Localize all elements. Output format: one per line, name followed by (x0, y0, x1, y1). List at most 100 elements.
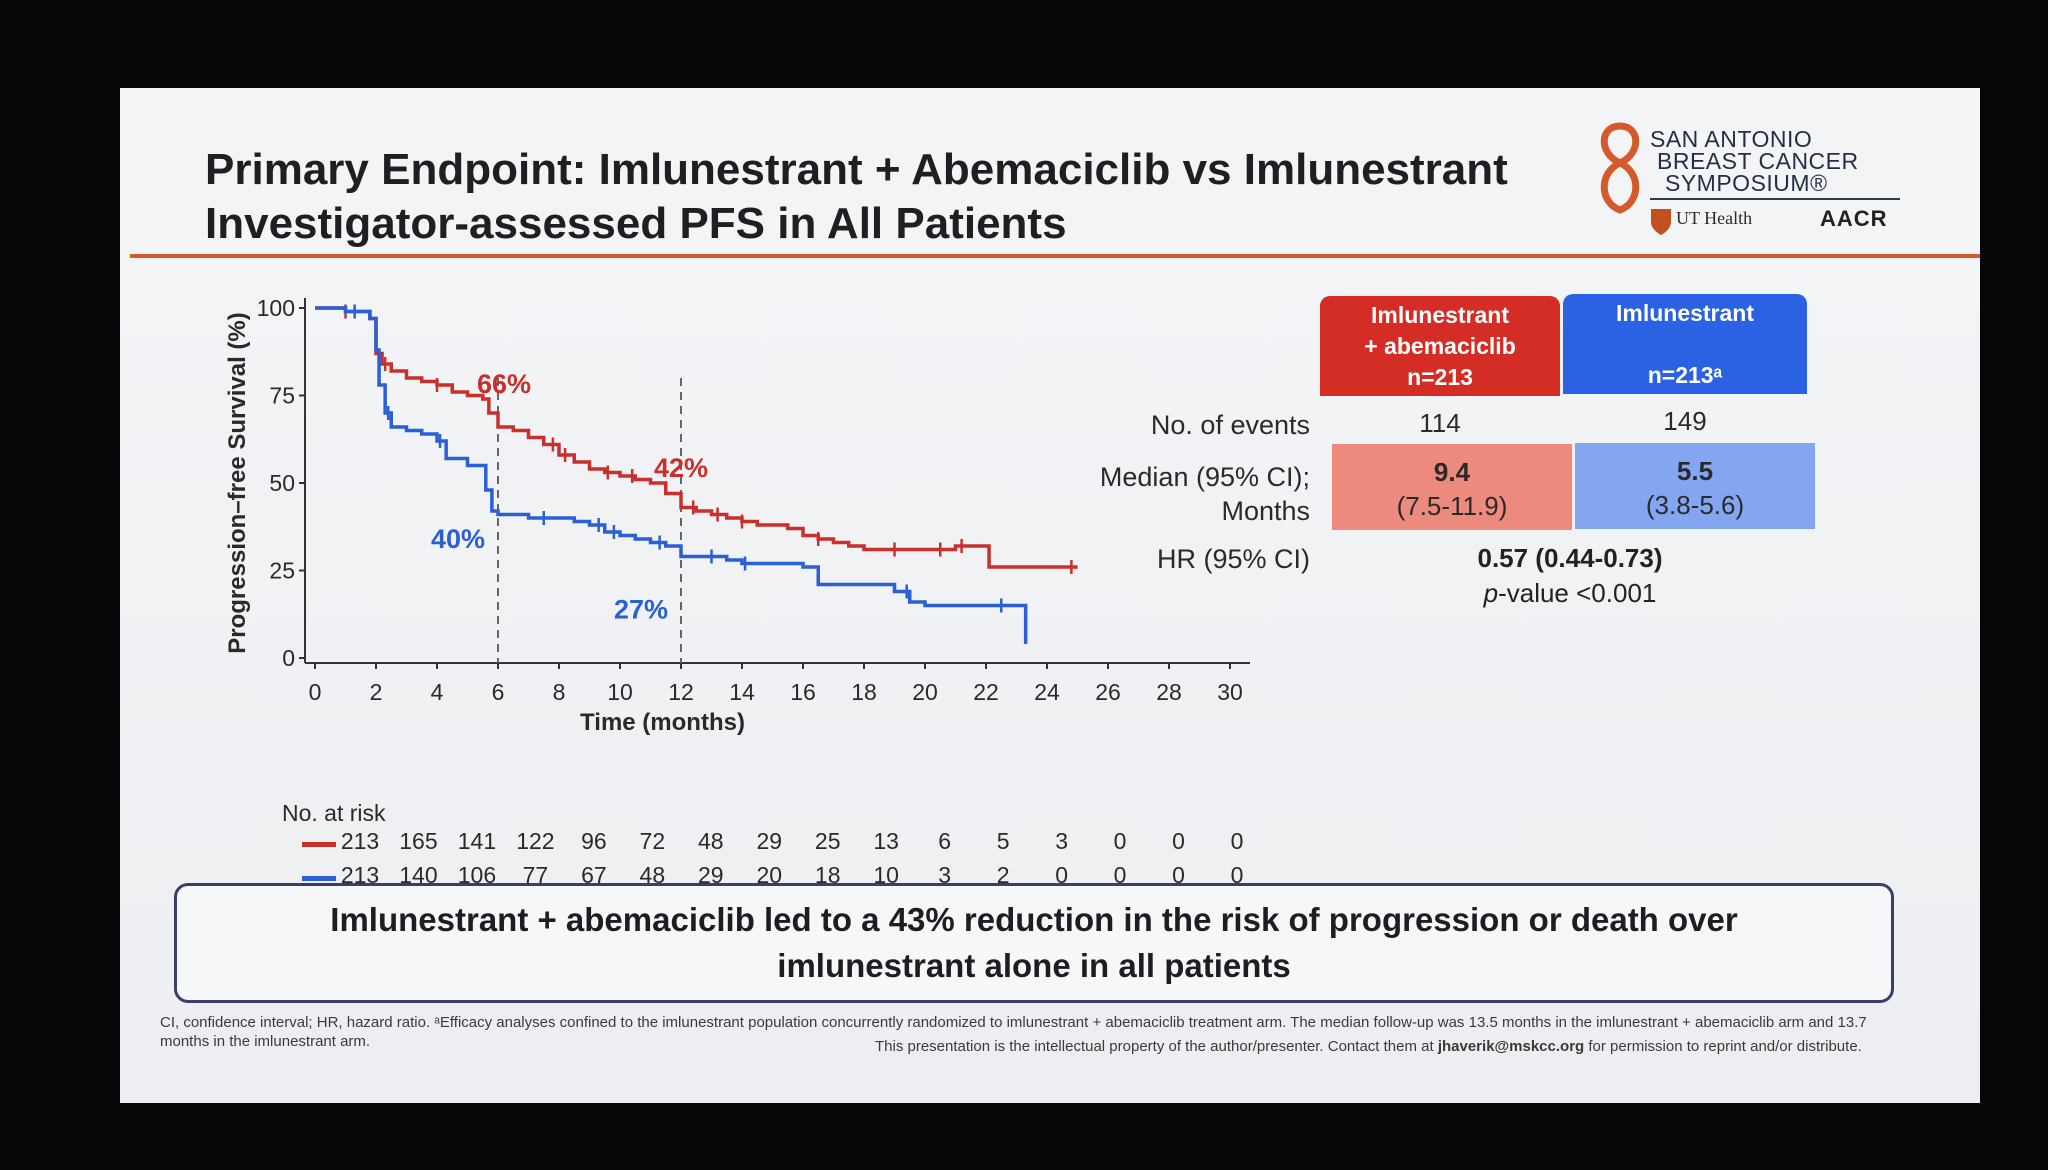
x-tick-label: 8 (553, 679, 566, 705)
risk-cell-mono: 3 (938, 862, 952, 888)
risk-legend-blue-swatch (302, 876, 336, 881)
combo-arm-header: Imlunestrant + abemaciclib n=213 (1320, 296, 1560, 396)
median-combo-cell (1332, 444, 1572, 530)
x-tick-label: 4 (431, 679, 444, 705)
x-tick-label: 30 (1217, 679, 1243, 705)
combo-header-line-2: + abemaciclib (1364, 333, 1516, 359)
logo-text-line-3: SYMPOSIUM® (1665, 170, 1828, 196)
risk-cell-combo: 0 (1113, 828, 1127, 854)
risk-cell-combo: 3 (1055, 828, 1068, 854)
risk-cell-mono: 0 (1055, 862, 1068, 888)
median-mono-value: 5.5 (1676, 456, 1714, 486)
mono-header-line-3: n=213ᵃ (1647, 362, 1723, 388)
aacr-logo: AACR (1820, 206, 1888, 231)
x-tick-label: 12 (668, 679, 694, 705)
p-italic: p (1483, 578, 1499, 608)
risk-cell-combo: 122 (516, 828, 555, 854)
x-tick-label: 18 (851, 679, 877, 705)
logo-divider (1650, 198, 1900, 200)
y-tick-label: 75 (269, 383, 295, 409)
ip-notice-prefix: This presentation is the intellectual pr… (875, 1038, 1438, 1055)
contact-email: jhaverik@mskcc.org (1437, 1038, 1585, 1055)
y-tick-label: 50 (269, 470, 295, 496)
risk-cell-combo: 5 (996, 828, 1010, 854)
title-divider (130, 254, 1980, 258)
hr-value: 0.57 (0.44-0.73) (1477, 543, 1663, 573)
x-tick-label: 16 (790, 679, 816, 705)
risk-cell-mono: 0 (1113, 862, 1127, 888)
risk-cell-mono: 0 (1172, 862, 1185, 888)
x-tick-label: 2 (370, 679, 383, 705)
risk-cell-combo: 29 (756, 828, 783, 854)
risk-cell-combo: 141 (457, 828, 497, 854)
hr-label: HR (95% CI) (1156, 544, 1310, 574)
risk-cell-mono: 0 (1230, 862, 1244, 888)
sabcs-logo: SAN ANTONIO BREAST CANCER SYMPOSIUM® UT … (1590, 118, 1970, 248)
logo-text-line-1: SAN ANTONIO (1650, 126, 1813, 152)
conclusion-box: Imlunestrant + abemaciclib led to a 43% … (174, 883, 1894, 1003)
x-tick-label: 24 (1034, 679, 1060, 705)
logo-text-line-2: BREAST CANCER (1657, 148, 1859, 174)
risk-cell-combo: 96 (581, 828, 607, 854)
mono-header-line-1: Imlunestrant (1615, 300, 1755, 326)
median-label-line-2: Months (1221, 496, 1310, 526)
median-label-line-1: Median (95% CI); (1099, 462, 1310, 492)
title-line-1: Primary Endpoint: Imlunestrant + Abemaci… (205, 145, 1508, 194)
x-axis-title: Time (months) (580, 709, 745, 736)
x-tick-label: 0 (309, 679, 322, 705)
percent-annotation: 42% (654, 453, 708, 483)
footnote: CI, confidence interval; HR, hazard rati… (160, 1014, 1867, 1050)
risk-cell-combo: 25 (814, 828, 841, 854)
x-tick-label: 10 (607, 679, 633, 705)
mono-survival-curve (315, 306, 1028, 644)
events-label: No. of events (1150, 410, 1310, 440)
x-tick-label: 6 (492, 679, 505, 705)
y-tick-label: 25 (269, 558, 295, 584)
title-line-2: Investigator-assessed PFS in All Patient… (205, 199, 1067, 248)
combo-header-line-3: n=213 (1407, 364, 1473, 390)
risk-cell-combo: 48 (698, 828, 724, 854)
x-tick-label: 20 (912, 679, 938, 705)
ribbon-logo-icon (1600, 122, 1640, 214)
combo-header-line-1: Imlunestrant (1370, 302, 1510, 328)
mono-arm-header: Imlunestrant n=213ᵃ (1563, 294, 1807, 394)
risk-table-title: No. at risk (282, 800, 386, 826)
conclusion-text: Imlunestrant + abemaciclib led to a 43% … (330, 901, 1738, 984)
risk-cell-combo: 0 (1230, 828, 1244, 854)
x-tick-label: 22 (973, 679, 999, 705)
y-tick-label: 0 (282, 645, 295, 671)
risk-cell-mono: 2 (996, 862, 1010, 888)
percent-annotation: 27% (614, 595, 668, 625)
risk-legend-red-swatch (302, 842, 336, 847)
ip-notice-suffix: for permission to reprint and/or distrib… (1584, 1038, 1862, 1055)
risk-cell-combo: 6 (938, 828, 952, 854)
x-tick-label: 14 (729, 679, 755, 705)
percent-annotation: 66% (477, 369, 531, 399)
slide: Primary Endpoint: Imlunestrant + Abemaci… (120, 88, 1980, 1103)
slide-title: Primary Endpoint: Imlunestrant + Abemaci… (205, 143, 1685, 251)
risk-cell-combo: 165 (399, 828, 438, 854)
risk-cell-combo: 72 (639, 828, 666, 854)
x-tick-label: 28 (1156, 679, 1182, 705)
ut-shield-icon (1651, 209, 1671, 235)
median-mono-ci: (3.8-5.6) (1645, 490, 1745, 520)
risk-cell-combo: 213 (340, 828, 380, 854)
combo-survival-curve (315, 306, 1078, 569)
ut-health-logo: UT Health (1676, 208, 1753, 228)
x-tick-label: 26 (1095, 679, 1121, 705)
median-mono-cell (1575, 443, 1815, 529)
median-combo-ci: (7.5-11.9) (1396, 491, 1508, 521)
events-combo: 114 (1419, 408, 1461, 438)
median-combo-value: 9.4 (1433, 457, 1471, 487)
y-axis-title: Progression–free Survival (%) (224, 312, 251, 653)
ip-notice: This presentation is the intellectual pr… (875, 1038, 1980, 1055)
y-tick-label: 100 (257, 295, 295, 321)
p-value-text: -value <0.001 (1498, 578, 1657, 608)
events-mono: 149 (1663, 406, 1707, 436)
p-value: p-value <0.001 (1420, 578, 1720, 609)
risk-cell-combo: 13 (873, 828, 899, 854)
percent-annotation: 40% (431, 524, 485, 554)
risk-cell-combo: 0 (1172, 828, 1185, 854)
